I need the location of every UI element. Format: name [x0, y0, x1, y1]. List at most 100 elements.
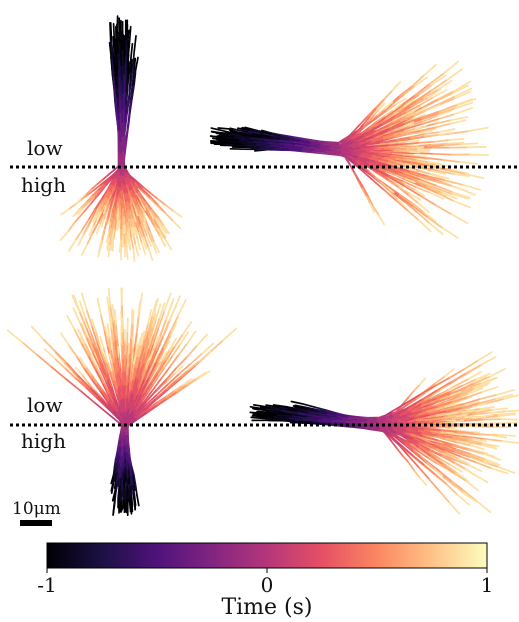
trajectory-segment: [435, 204, 453, 216]
trajectory-segment: [123, 328, 127, 343]
trajectory-segment: [115, 85, 119, 99]
trajectory-segment: [98, 178, 109, 187]
trajectory-segment: [82, 224, 90, 236]
trajectory-segment: [451, 193, 470, 200]
trajectory-segment: [388, 143, 405, 147]
trajectory-segment: [114, 100, 118, 116]
trajectory-segment: [77, 233, 85, 247]
trajectory-segment: [107, 194, 112, 202]
trajectory-segment: [367, 195, 374, 208]
trajectory-segment: [118, 212, 121, 222]
trajectory-segment: [385, 170, 397, 177]
trajectory-segment: [209, 135, 228, 139]
trajectory-segment: [131, 71, 135, 88]
trajectory-segment: [156, 198, 167, 207]
trajectory-segment: [116, 112, 120, 133]
trajectory-segment: [126, 184, 130, 193]
trajectory-segment: [172, 210, 183, 218]
trajectory-segment: [434, 122, 452, 129]
trajectory-segment: [429, 173, 445, 180]
trajectory-segment: [60, 332, 70, 346]
trajectory-segment: [116, 52, 120, 72]
trajectory-segment: [124, 178, 128, 187]
trajectory-segment: [121, 175, 124, 185]
trajectory-segment: [395, 199, 409, 212]
trajectory-segment: [448, 130, 470, 135]
trajectory-segment: [130, 196, 135, 205]
trajectory-segment: [94, 211, 100, 220]
trajectory-segment: [138, 197, 144, 206]
trajectory-segment: [388, 140, 400, 145]
trajectory-segment: [413, 113, 426, 120]
trajectory-segment: [101, 173, 110, 181]
trajectory-segment: [409, 151, 421, 154]
trajectory-segment: [362, 147, 376, 150]
trajectory-segment: [337, 139, 349, 144]
trajectory-segment: [132, 206, 137, 219]
trajectory-segment: [129, 58, 133, 74]
trajectory-segment: [114, 196, 118, 209]
trajectory-segment: [408, 155, 427, 159]
trajectory-segment: [127, 219, 130, 230]
trajectory-segment: [115, 172, 120, 181]
trajectory-segment: [430, 78, 448, 92]
trajectory-segment: [30, 325, 44, 340]
trajectory-segment: [386, 103, 397, 112]
trajectory-segment: [120, 65, 123, 82]
trajectory-segment: [413, 154, 427, 158]
trajectory-segment: [126, 231, 130, 243]
trajectory-segment: [107, 227, 113, 240]
trajectory-segment: [402, 172, 421, 181]
trajectory-segment: [108, 41, 113, 60]
trajectory-segment: [112, 35, 116, 54]
trajectory-segment: [108, 171, 117, 180]
trajectory-segment: [79, 193, 87, 201]
trajectory-segment: [132, 187, 138, 195]
trajectory-segment: [414, 189, 426, 197]
trajectory-segment: [100, 313, 106, 332]
trajectory-segment: [121, 79, 124, 96]
trajectory-segment: [131, 83, 136, 100]
trajectory-segment: [144, 220, 151, 233]
trajectory-segment: [406, 209, 420, 222]
trajectory-segment: [127, 176, 132, 184]
trajectory-segment: [105, 200, 110, 208]
trajectory-segment: [116, 186, 121, 199]
trajectory-segment: [397, 194, 415, 208]
trajectory-segment: [369, 203, 376, 213]
trajectory-segment: [133, 197, 138, 208]
trajectory-segment: [129, 43, 134, 62]
trajectory-segment: [372, 205, 380, 217]
trajectory-segment: [137, 197, 145, 209]
trajectory-segment: [319, 152, 337, 156]
trajectory-segment: [125, 185, 129, 196]
trajectory-segment: [362, 115, 371, 126]
trajectory-segment: [430, 142, 449, 146]
trajectory-segment: [87, 214, 95, 226]
trajectory-segment: [122, 215, 126, 226]
trajectory-segment: [117, 220, 121, 230]
trajectory-segment: [135, 206, 140, 217]
trajectory-segment: [142, 212, 147, 221]
trajectory-segment: [453, 80, 472, 92]
trajectory-segment: [131, 50, 136, 69]
trajectory-segment: [163, 224, 170, 235]
trajectory-segment: [416, 211, 431, 225]
trajectory-segment: [367, 106, 377, 117]
trajectory-segment: [394, 178, 406, 186]
trajectory-segment: [423, 131, 441, 135]
trajectory-segment: [116, 107, 120, 121]
trajectory-segment: [102, 192, 108, 202]
trajectory-segment: [369, 107, 378, 118]
trajectory-segment: [106, 217, 111, 225]
trajectory-segment: [436, 97, 456, 107]
trajectory-segment: [391, 93, 405, 106]
trajectory-segment: [110, 212, 114, 224]
trajectory-segment: [399, 146, 413, 149]
trajectory-segment: [427, 216, 444, 229]
trajectory-segment: [143, 218, 147, 228]
trajectory-segment: [222, 327, 238, 342]
trajectory-segment: [412, 205, 429, 219]
trajectory-segment: [93, 190, 101, 198]
trajectory-segment: [132, 213, 137, 223]
